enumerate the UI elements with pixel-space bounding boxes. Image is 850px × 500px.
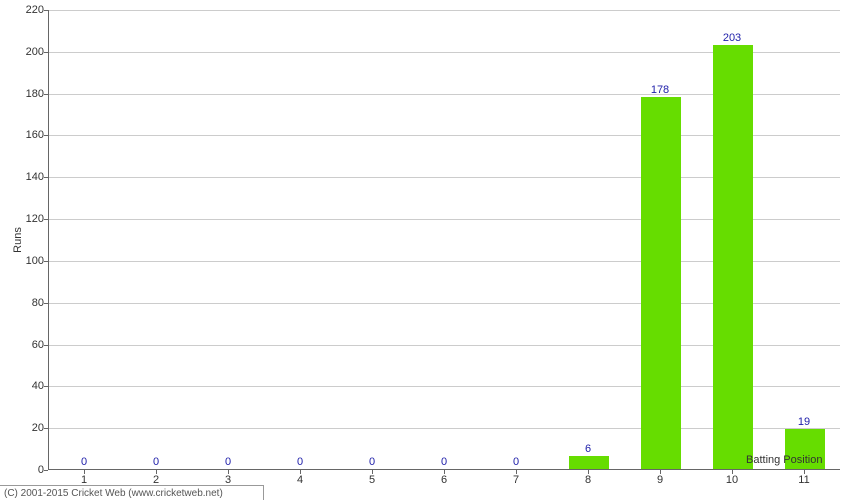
x-tick-label: 8 — [585, 474, 591, 486]
x-tick-label: 10 — [726, 474, 738, 486]
y-tick-mark — [44, 386, 48, 387]
y-tick-mark — [44, 177, 48, 178]
y-tick-label: 60 — [32, 339, 44, 351]
x-tick-label: 5 — [369, 474, 375, 486]
x-tick-label: 2 — [153, 474, 159, 486]
y-axis-label: Runs — [12, 227, 24, 253]
y-tick-label: 160 — [26, 129, 44, 141]
y-tick-mark — [44, 219, 48, 220]
bar-value-label: 203 — [723, 32, 741, 44]
y-tick-mark — [44, 94, 48, 95]
bar-value-label: 0 — [81, 456, 87, 468]
bar-value-label: 0 — [225, 456, 231, 468]
bar-value-label: 0 — [513, 456, 519, 468]
y-tick-mark — [44, 345, 48, 346]
bar-value-label: 0 — [441, 456, 447, 468]
bar-value-label: 19 — [798, 416, 810, 428]
y-tick-label: 20 — [32, 422, 44, 434]
x-tick-label: 4 — [297, 474, 303, 486]
x-tick-label: 1 — [81, 474, 87, 486]
x-tick-label: 7 — [513, 474, 519, 486]
y-tick-label: 40 — [32, 380, 44, 392]
x-axis-label: Batting Position — [746, 454, 822, 466]
chart-plot-area — [48, 10, 840, 470]
y-tick-label: 140 — [26, 171, 44, 183]
y-tick-label: 200 — [26, 46, 44, 58]
copyright-text: (C) 2001-2015 Cricket Web (www.cricketwe… — [4, 488, 223, 499]
y-tick-label: 0 — [38, 464, 44, 476]
y-tick-mark — [44, 303, 48, 304]
bar-value-label: 0 — [153, 456, 159, 468]
y-tick-label: 180 — [26, 88, 44, 100]
y-tick-label: 100 — [26, 255, 44, 267]
bar — [569, 456, 609, 469]
x-tick-label: 6 — [441, 474, 447, 486]
y-tick-mark — [44, 52, 48, 53]
x-tick-label: 11 — [798, 474, 809, 486]
y-tick-mark — [44, 428, 48, 429]
y-tick-mark — [44, 10, 48, 11]
y-tick-mark — [44, 135, 48, 136]
bar-value-label: 6 — [585, 443, 591, 455]
y-tick-mark — [44, 261, 48, 262]
bar — [713, 45, 753, 469]
grid-line — [49, 10, 840, 11]
y-tick-label: 120 — [26, 213, 44, 225]
y-tick-label: 220 — [26, 4, 44, 16]
x-tick-label: 3 — [225, 474, 231, 486]
x-tick-label: 9 — [657, 474, 663, 486]
y-tick-label: 80 — [32, 297, 44, 309]
y-tick-mark — [44, 470, 48, 471]
bar-value-label: 0 — [297, 456, 303, 468]
bar-value-label: 0 — [369, 456, 375, 468]
bar — [641, 97, 681, 469]
bar-value-label: 178 — [651, 84, 669, 96]
